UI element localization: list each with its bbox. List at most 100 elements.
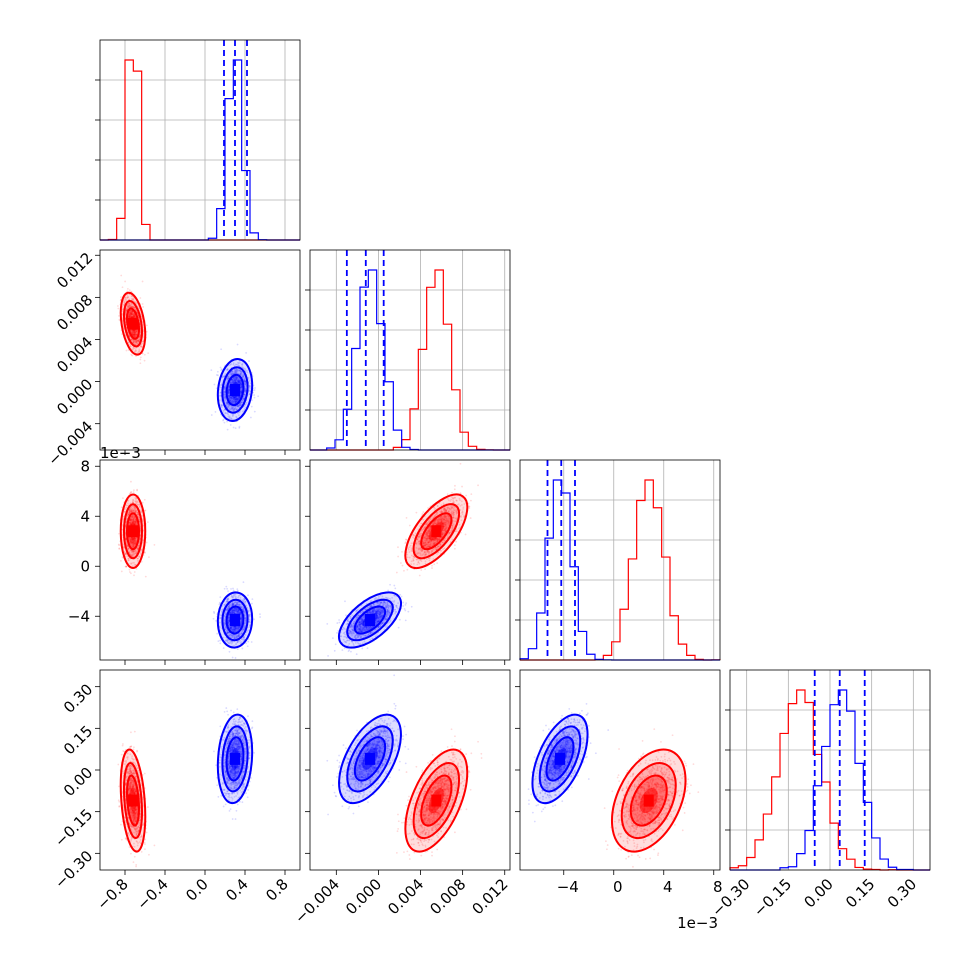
blue-sample-point — [236, 404, 239, 407]
red-sample-point — [120, 274, 123, 277]
red-sample-point — [135, 355, 137, 358]
red-sample-point — [133, 571, 136, 573]
red-sample-point — [128, 510, 131, 512]
red-sample-point — [136, 501, 139, 504]
red-sample-point — [130, 518, 133, 521]
blue-sample-point — [243, 382, 246, 385]
red-sample-point — [126, 294, 129, 296]
blue-sample-point — [230, 396, 233, 398]
red-sample-point — [453, 488, 456, 491]
red-sample-point — [134, 521, 137, 524]
blue-sample-point — [230, 417, 232, 420]
red-sample-point — [130, 509, 133, 512]
blue-sample-point — [247, 389, 250, 392]
blue-sample-point — [243, 612, 246, 615]
red-sample-point — [133, 543, 136, 545]
red-sample-point — [131, 312, 134, 315]
blue-sample-point — [229, 396, 232, 398]
red-sample-point — [131, 543, 134, 546]
red-sample-point — [128, 315, 130, 318]
red-sample-point — [129, 310, 132, 312]
blue-sample-point — [240, 383, 243, 386]
red-sample-point — [133, 343, 136, 345]
red-sample-point — [130, 562, 132, 565]
blue-sample-point — [237, 380, 240, 383]
red-sample-point — [129, 511, 132, 513]
blue-sample-point — [236, 380, 239, 382]
red-sample-point — [132, 509, 135, 511]
blue-sample-point — [238, 404, 241, 407]
blue-sample-point — [241, 401, 244, 403]
red-sample-point — [144, 551, 146, 554]
red-sample-point — [132, 306, 135, 309]
red-sample-point — [135, 523, 138, 526]
blue-sample-point — [232, 408, 235, 411]
blue-sample-point — [219, 642, 222, 645]
red-sample-point — [132, 518, 135, 521]
blue-sample-point — [236, 405, 239, 408]
red-sample-point — [133, 539, 136, 542]
blue-sample-point — [221, 375, 224, 378]
red-sample-point — [127, 304, 130, 307]
red-sample-point — [132, 540, 135, 543]
blue-sample-point — [237, 609, 240, 612]
blue-sample-point — [234, 377, 237, 380]
blue-sample-point — [220, 383, 223, 385]
blue-sample-point — [240, 389, 243, 392]
red-sample-point — [133, 314, 136, 317]
blue-sample-point — [234, 363, 237, 366]
blue-sample-point — [242, 373, 245, 376]
red-sample-point — [137, 305, 139, 307]
blue-sample-point — [230, 588, 232, 590]
red-sample-point — [132, 543, 134, 546]
blue-sample-point — [254, 387, 256, 389]
blue-sample-point — [213, 612, 216, 614]
blue-sample-point — [245, 642, 247, 645]
blue-sample-point — [236, 398, 239, 401]
blue-sample-point — [233, 409, 235, 412]
red-sample-point — [128, 510, 131, 513]
red-sample-point — [133, 333, 136, 335]
red-sample-point — [128, 537, 131, 540]
blue-sample-point — [228, 384, 231, 387]
blue-sample-point — [238, 404, 241, 407]
red-sample-point — [132, 520, 135, 523]
blue-sample-point — [244, 388, 247, 391]
blue-sample-point — [232, 426, 235, 429]
red-sample-point — [123, 550, 126, 553]
blue-sample-point — [225, 585, 228, 588]
blue-sample-point — [235, 399, 238, 401]
blue-sample-point — [226, 601, 228, 603]
red-sample-point — [116, 305, 119, 307]
red-sample-point — [120, 506, 123, 509]
red-sample-point — [128, 315, 131, 318]
red-sample-point — [133, 347, 136, 350]
red-sample-point — [133, 540, 136, 543]
blue-sample-point — [223, 391, 226, 393]
blue-sample-point — [239, 369, 242, 372]
blue-sample-point — [228, 397, 231, 399]
red-sample-point — [130, 330, 132, 333]
blue-sample-point — [232, 400, 235, 403]
red-sample-point — [129, 523, 131, 526]
red-sample-point — [131, 331, 134, 334]
red-sample-point — [135, 522, 137, 525]
red-sample-point — [127, 547, 130, 550]
blue-sample-point — [239, 390, 242, 393]
blue-sample-point — [241, 366, 244, 369]
red-sample-point — [138, 555, 141, 558]
red-sample-point — [134, 333, 136, 336]
blue-sample-point — [237, 399, 240, 401]
red-sample-point — [118, 532, 120, 535]
blue-sample-point — [242, 374, 245, 377]
red-sample-point — [133, 314, 136, 317]
red-sample-point — [132, 331, 135, 334]
red-sample-point — [130, 312, 133, 315]
blue-sample-point — [240, 620, 243, 623]
red-sample-point — [132, 333, 135, 336]
blue-sample-point — [226, 412, 229, 415]
red-sample-point — [130, 518, 132, 521]
red-sample-point — [124, 510, 126, 513]
red-sample-point — [128, 536, 131, 539]
